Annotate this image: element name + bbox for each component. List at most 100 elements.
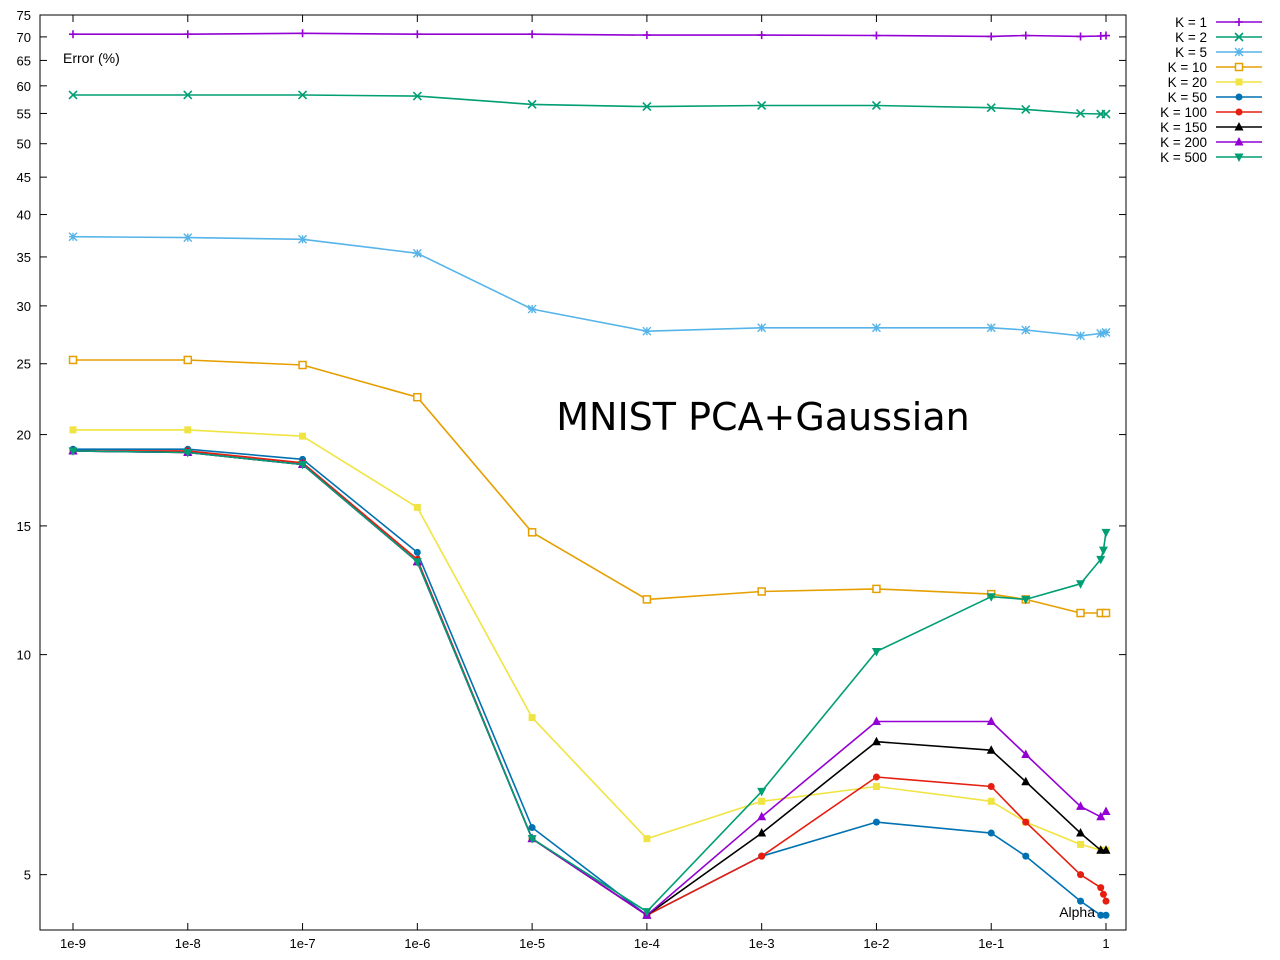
legend: K = 1K = 2K = 5K = 10K = 20K = 50K = 100… [1160, 15, 1262, 165]
data-point [68, 447, 78, 456]
data-point [413, 392, 422, 402]
data-point [1075, 108, 1086, 119]
data-point [757, 587, 766, 596]
data-point [183, 90, 193, 100]
data-point [183, 233, 193, 243]
data-point [1077, 871, 1085, 879]
legend-item: K = 5 [1175, 45, 1262, 60]
data-point [528, 30, 537, 39]
data-point [1101, 528, 1111, 538]
data-point [757, 100, 767, 111]
series-9 [68, 447, 1111, 917]
data-point [1102, 897, 1110, 905]
data-point [1097, 911, 1105, 919]
data-point [643, 835, 651, 843]
data-point [412, 248, 422, 258]
series-line [73, 450, 1107, 917]
legend-item: K = 150 [1160, 120, 1262, 135]
data-point [68, 232, 78, 242]
data-point [871, 736, 881, 746]
data-point [68, 355, 78, 365]
legend-swatch-marker [1234, 122, 1244, 131]
data-point [1096, 555, 1106, 565]
x-axis: 1e-9 1e-8 1e-7 1e-6 1e-5 1e-4 1e-3 1e-2 1e-1 1 [60, 15, 1110, 951]
plot-frame [39, 14, 1127, 931]
data-point [528, 824, 536, 832]
x-tick-label: 1e-4 [634, 936, 660, 951]
legend-item: K = 200 [1160, 135, 1262, 150]
legend-item: K = 20 [1168, 75, 1262, 90]
data-point [871, 100, 882, 111]
data-point [527, 528, 537, 537]
x-tick-label: 1e-7 [290, 936, 316, 951]
legend-item: K = 500 [1160, 150, 1262, 165]
data-point [757, 787, 767, 797]
data-point [1099, 890, 1107, 898]
y-tick-label: 35 [17, 250, 31, 265]
data-point [987, 32, 996, 41]
data-point [1021, 749, 1031, 759]
data-point [987, 829, 995, 837]
legend-swatch-marker [1235, 108, 1243, 116]
legend-label: K = 100 [1160, 105, 1207, 120]
data-point [1022, 818, 1030, 826]
data-point [184, 426, 192, 434]
data-point [298, 461, 308, 470]
data-point [1102, 911, 1110, 919]
legend-swatch-marker [1234, 137, 1244, 146]
data-point [1076, 580, 1086, 589]
data-point [1101, 845, 1111, 854]
data-point [642, 102, 652, 112]
legend-label: K = 20 [1168, 75, 1207, 90]
data-point [987, 797, 995, 805]
y-tick-label: 50 [17, 137, 31, 152]
legend-swatch-marker [1235, 18, 1243, 26]
y-tick-label: 20 [17, 428, 31, 443]
data-point [1102, 31, 1110, 40]
y-tick-label: 60 [17, 79, 31, 94]
x-tick-label: 1e-3 [749, 936, 775, 951]
x-tick-label: 1e-2 [863, 936, 889, 951]
y-axis-label: Error (%) [63, 50, 120, 66]
legend-item: K = 10 [1168, 60, 1262, 75]
data-point [68, 90, 78, 100]
y-tick-label: 30 [17, 299, 31, 314]
legend-swatch-marker [1234, 62, 1244, 72]
data-point [642, 595, 652, 604]
data-point [1076, 331, 1086, 341]
data-point [1021, 776, 1031, 786]
y-tick-label: 5 [24, 868, 31, 883]
data-point [757, 828, 767, 837]
data-point [298, 234, 308, 244]
x-tick-label: 1e-8 [175, 936, 201, 951]
legend-swatch-marker [1234, 32, 1244, 42]
data-point [1101, 109, 1111, 119]
data-point [413, 548, 421, 556]
data-point [1076, 828, 1086, 837]
data-point [757, 811, 767, 821]
data-point [872, 31, 881, 40]
y-tick-label: 10 [17, 648, 31, 663]
legend-label: K = 1 [1175, 15, 1207, 30]
legend-item: K = 100 [1160, 105, 1262, 120]
data-point [183, 355, 193, 365]
legend-swatch-marker [1235, 93, 1243, 101]
chart-title: MNIST PCA+Gaussian [556, 395, 969, 439]
y-tick-label: 75 [17, 8, 31, 23]
data-point [413, 30, 422, 39]
y-tick-label: 25 [17, 357, 31, 372]
legend-item: K = 2 [1175, 30, 1262, 45]
data-point [527, 99, 537, 109]
legend-label: K = 500 [1160, 150, 1207, 165]
data-point [1096, 328, 1106, 338]
data-point [413, 503, 421, 511]
data-point [872, 818, 880, 826]
series-0 [69, 29, 1110, 41]
data-point [528, 714, 536, 722]
y-tick-label: 40 [17, 208, 31, 223]
data-point [871, 716, 881, 726]
legend-label: K = 50 [1168, 90, 1207, 105]
data-point [1076, 801, 1086, 810]
y-tick-label: 45 [17, 170, 31, 185]
